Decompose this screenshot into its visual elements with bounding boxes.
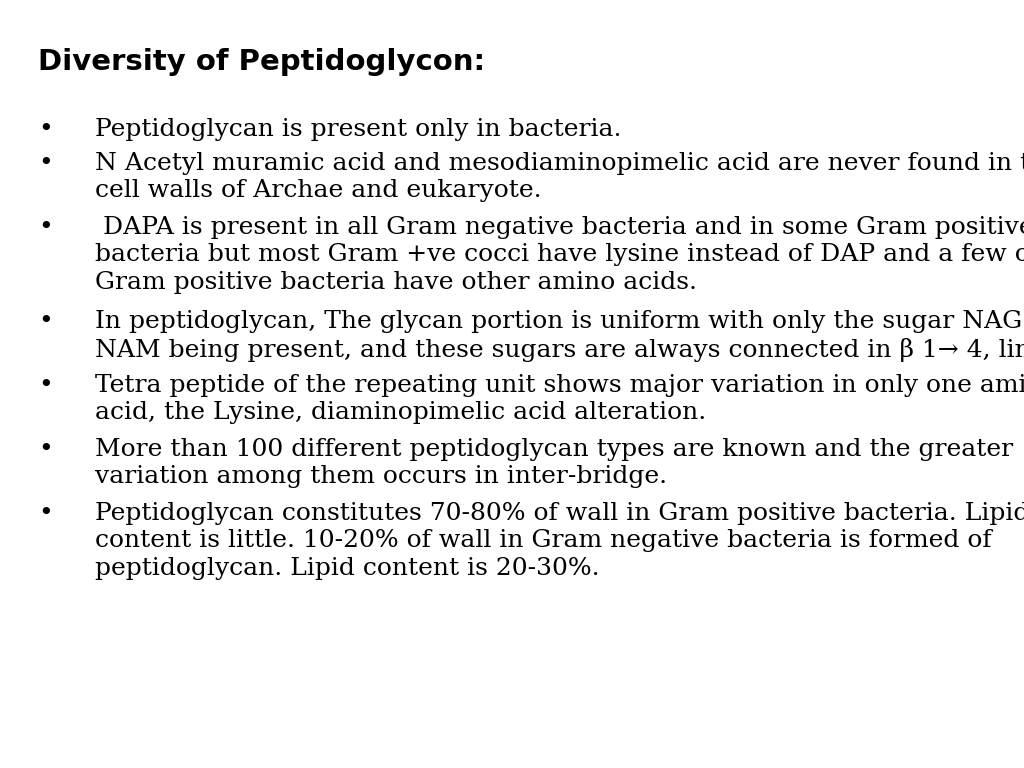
Text: In peptidoglycan, The glycan portion is uniform with only the sugar NAG and
NAM : In peptidoglycan, The glycan portion is … bbox=[95, 310, 1024, 362]
Text: DAPA is present in all Gram negative bacteria and in some Gram positive
bacteria: DAPA is present in all Gram negative bac… bbox=[95, 216, 1024, 294]
Text: •: • bbox=[38, 374, 53, 397]
Text: Peptidoglycan constitutes 70-80% of wall in Gram positive bacteria. Lipid
conten: Peptidoglycan constitutes 70-80% of wall… bbox=[95, 502, 1024, 580]
Text: •: • bbox=[38, 118, 53, 141]
Text: •: • bbox=[38, 310, 53, 333]
Text: More than 100 different peptidoglycan types are known and the greater
variation : More than 100 different peptidoglycan ty… bbox=[95, 438, 1013, 488]
Text: Peptidoglycan is present only in bacteria.: Peptidoglycan is present only in bacteri… bbox=[95, 118, 622, 141]
Text: •: • bbox=[38, 152, 53, 175]
Text: •: • bbox=[38, 216, 53, 239]
Text: •: • bbox=[38, 438, 53, 461]
Text: Tetra peptide of the repeating unit shows major variation in only one amino
acid: Tetra peptide of the repeating unit show… bbox=[95, 374, 1024, 425]
Text: •: • bbox=[38, 502, 53, 525]
Text: Diversity of Peptidoglycon:: Diversity of Peptidoglycon: bbox=[38, 48, 485, 76]
Text: N Acetyl muramic acid and mesodiaminopimelic acid are never found in the
cell wa: N Acetyl muramic acid and mesodiaminopim… bbox=[95, 152, 1024, 203]
